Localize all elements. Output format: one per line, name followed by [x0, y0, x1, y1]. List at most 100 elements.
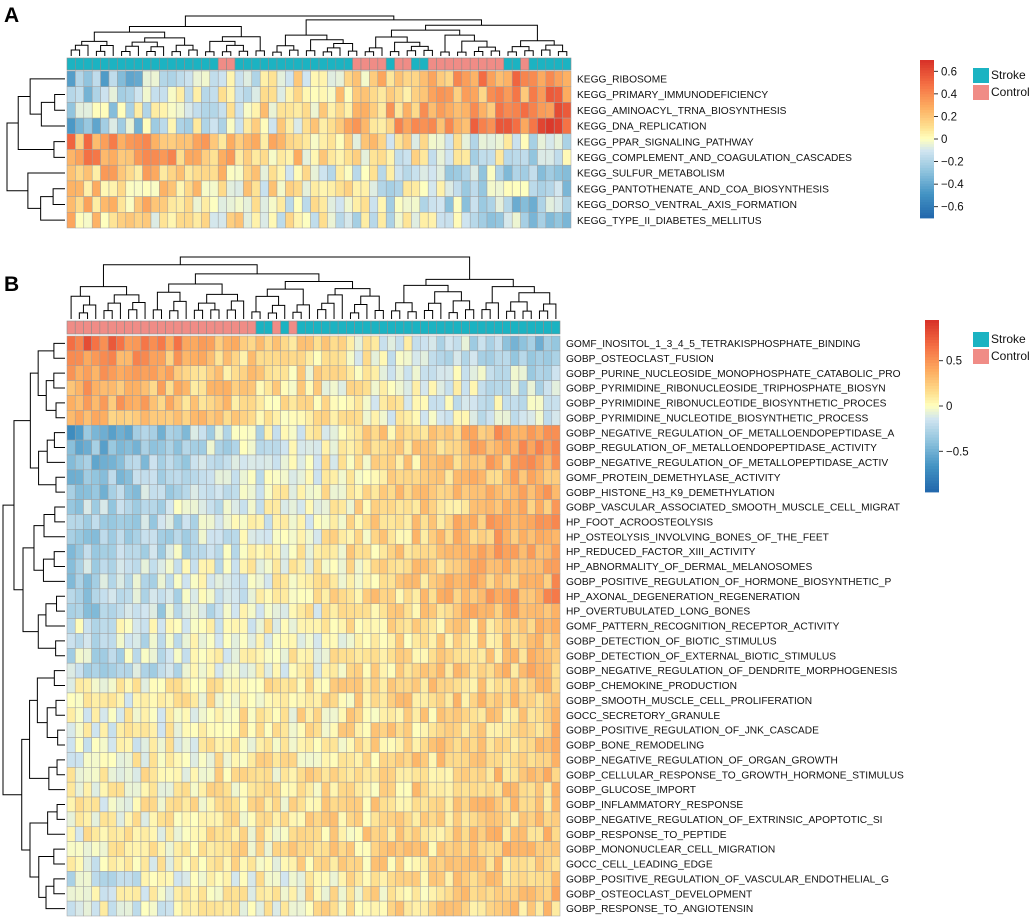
panel-b-cell: [140, 796, 150, 813]
panel-b-cell: [288, 454, 298, 471]
panel-a-cell: [511, 164, 521, 182]
panel-a-cell: [75, 164, 85, 182]
panel-b-cell: [206, 811, 216, 828]
panel-b-cell: [518, 499, 528, 515]
panel-a-cell: [469, 117, 479, 135]
panel-b-colorbar-step: [925, 383, 939, 387]
panel-b-cell: [551, 573, 561, 590]
panel-b-cell: [140, 841, 150, 857]
panel-b-cell: [280, 722, 290, 738]
panel-b-cell: [222, 588, 232, 604]
panel-b-cell: [403, 737, 413, 753]
panel-b-cell: [296, 588, 306, 604]
panel-a-cell: [167, 70, 177, 87]
panel-b-column-dendrogram-branch: [156, 291, 181, 310]
panel-b-column-dendrogram-branch: [354, 303, 368, 319]
panel-b-cell: [190, 871, 199, 887]
panel-a-cell: [427, 164, 437, 182]
panel-b-cell: [157, 365, 166, 381]
panel-a-cell: [511, 196, 521, 213]
panel-b-cell: [148, 335, 158, 352]
panel-a-annotation-cell: [436, 57, 446, 71]
panel-b-cell: [288, 410, 298, 426]
panel-a-cell: [360, 149, 370, 166]
panel-b-cell: [198, 781, 207, 798]
panel-b-cell: [543, 648, 553, 664]
panel-b-cell: [173, 900, 183, 917]
panel-b-cell: [91, 588, 101, 604]
panel-b-cell: [148, 781, 158, 798]
panel-b-cell: [526, 677, 536, 694]
panel-b-cell: [411, 796, 421, 813]
panel-b-cell: [452, 380, 462, 396]
panel-b-cell: [296, 395, 306, 411]
panel-b-cell: [222, 543, 232, 560]
panel-b-cell: [477, 499, 487, 515]
panel-a-cell: [192, 70, 202, 87]
panel-b-cell: [272, 856, 281, 872]
panel-b-cell: [436, 484, 446, 500]
panel-b-cell: [296, 796, 306, 813]
panel-b-cell: [411, 439, 421, 456]
panel-a-cell: [360, 133, 370, 150]
panel-b-cell: [91, 350, 101, 366]
panel-b-cell: [288, 514, 298, 530]
panel-b-cell: [420, 410, 429, 426]
panel-b-column-dendrogram-branch: [169, 310, 179, 319]
panel-a-cell: [66, 117, 76, 135]
panel-b-cell: [543, 499, 553, 515]
panel-b-cell: [148, 424, 158, 441]
panel-a-column-dendrogram-branch: [541, 49, 551, 56]
panel-b-cell: [305, 395, 314, 411]
panel-a-colorbar-step: [920, 181, 934, 185]
panel-a-cell: [217, 196, 227, 213]
panel-a-cell: [301, 70, 311, 87]
panel-a-row-label: KEGG_DNA_REPLICATION: [577, 122, 706, 133]
panel-a-cell: [167, 133, 177, 150]
panel-b-cell: [444, 692, 454, 709]
panel-a-cell: [243, 196, 253, 213]
panel-b-cell: [494, 484, 503, 500]
panel-b-cell: [518, 350, 528, 366]
panel-b-cell: [337, 529, 347, 545]
panel-b-cell: [214, 573, 224, 590]
panel-b-annotation-cell: [313, 320, 323, 335]
panel-b-cell: [526, 618, 536, 634]
panel-b-cell: [411, 752, 421, 768]
panel-b-annotation-cell: [288, 320, 298, 335]
panel-a-cell: [293, 212, 303, 229]
panel-b-cell: [74, 514, 84, 530]
panel-b-cell: [214, 529, 224, 545]
panel-b-cell: [346, 573, 355, 590]
panel-b-cell: [535, 633, 544, 649]
panel-b-cell: [428, 454, 437, 471]
panel-b-cell: [173, 439, 183, 456]
panel-b-cell: [263, 499, 273, 515]
panel-b-cell: [181, 410, 191, 426]
panel-b-cell: [288, 395, 298, 411]
panel-b-cell: [362, 499, 372, 515]
panel-a-cell: [360, 196, 370, 213]
panel-b-cell: [148, 752, 158, 768]
panel-b-cell: [469, 529, 479, 545]
panel-b-cell: [263, 648, 273, 664]
panel-b-cell: [321, 841, 331, 857]
panel-b-cell: [543, 811, 553, 828]
panel-a-colorbar-tick-label: −0.4: [941, 179, 964, 191]
panel-b-cell: [461, 484, 470, 500]
panel-b-cell: [502, 796, 511, 813]
panel-a-annotation-cell: [562, 57, 572, 71]
panel-b-cell: [337, 558, 347, 575]
panel-b-cell: [436, 573, 446, 590]
panel-b-cell: [485, 707, 495, 723]
panel-a-column-dendrogram-branch: [150, 46, 165, 56]
panel-a-annotation-cell: [201, 57, 211, 71]
panel-a-cell: [276, 117, 286, 135]
panel-b-cell: [198, 692, 207, 709]
panel-b-cell: [296, 767, 306, 783]
panel-a-colorbar-step: [920, 167, 934, 171]
panel-b-cell: [329, 871, 339, 887]
panel-b-cell: [362, 484, 372, 500]
panel-b-column-dendrogram-branch: [210, 309, 220, 319]
